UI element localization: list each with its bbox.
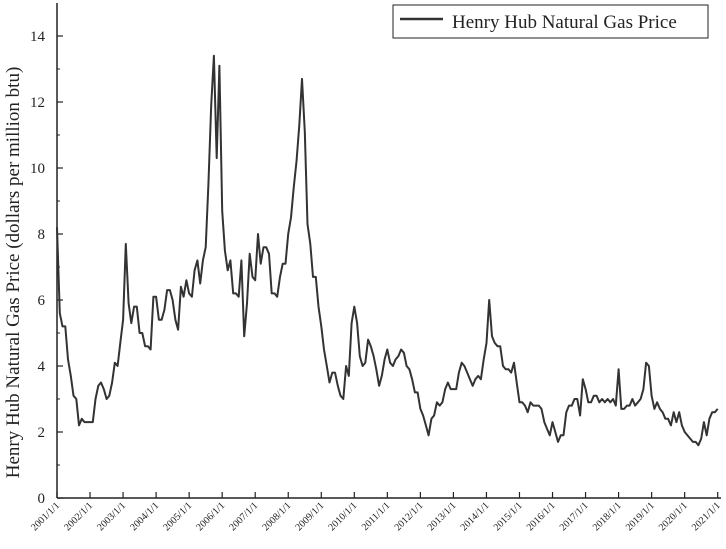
- x-tick-label: 2002/1/1: [62, 500, 95, 533]
- x-tick-label: 2001/1/1: [29, 500, 62, 533]
- y-tick-label: 14: [30, 29, 46, 45]
- series-line-henry-hub: [56, 54, 719, 447]
- x-tick-label: 2016/1/1: [525, 500, 558, 533]
- y-tick-label: 8: [38, 227, 46, 243]
- plot-frame: [56, 3, 721, 499]
- x-tick-label: 2005/1/1: [161, 500, 194, 533]
- y-tick-label: 10: [30, 161, 45, 177]
- legend-box: [392, 4, 709, 39]
- x-tick-label: 2020/1/1: [657, 500, 690, 533]
- x-tick-label: 2015/1/1: [492, 500, 525, 533]
- legend-label: Henry Hub Natural Gas Price: [452, 12, 677, 33]
- x-tick-label: 2008/1/1: [260, 500, 293, 533]
- y-axis-title: Henry Hub Natural Gas Price (dollars per…: [3, 67, 24, 479]
- y-axis-ticks: 0 2 4 6 8 10 12 14: [30, 29, 63, 507]
- x-tick-label: 2014/1/1: [459, 500, 492, 533]
- x-tick-label: 2006/1/1: [194, 500, 227, 533]
- x-tick-label: 2012/1/1: [393, 500, 426, 533]
- x-tick-label: 2011/1/1: [360, 500, 393, 533]
- x-tick-label: 2017/1/1: [558, 500, 591, 533]
- x-tick-label: 2010/1/1: [327, 500, 360, 533]
- x-tick-label: 2003/1/1: [95, 500, 128, 533]
- y-tick-label: 0: [38, 491, 46, 507]
- x-tick-label: 2007/1/1: [227, 500, 260, 533]
- x-tick-label: 2018/1/1: [591, 500, 624, 533]
- y-tick-label: 2: [38, 425, 46, 441]
- x-tick-label: 2019/1/1: [624, 500, 657, 533]
- y-tick-label: 12: [30, 95, 45, 111]
- y-tick-label: 6: [38, 293, 46, 309]
- x-tick-label: 2021/1/1: [690, 500, 723, 533]
- legend: Henry Hub Natural Gas Price: [392, 4, 709, 39]
- y-tick-label: 4: [38, 359, 46, 375]
- x-tick-label: 2013/1/1: [426, 500, 459, 533]
- x-tick-label: 2009/1/1: [293, 500, 326, 533]
- x-tick-label: 2004/1/1: [128, 500, 161, 533]
